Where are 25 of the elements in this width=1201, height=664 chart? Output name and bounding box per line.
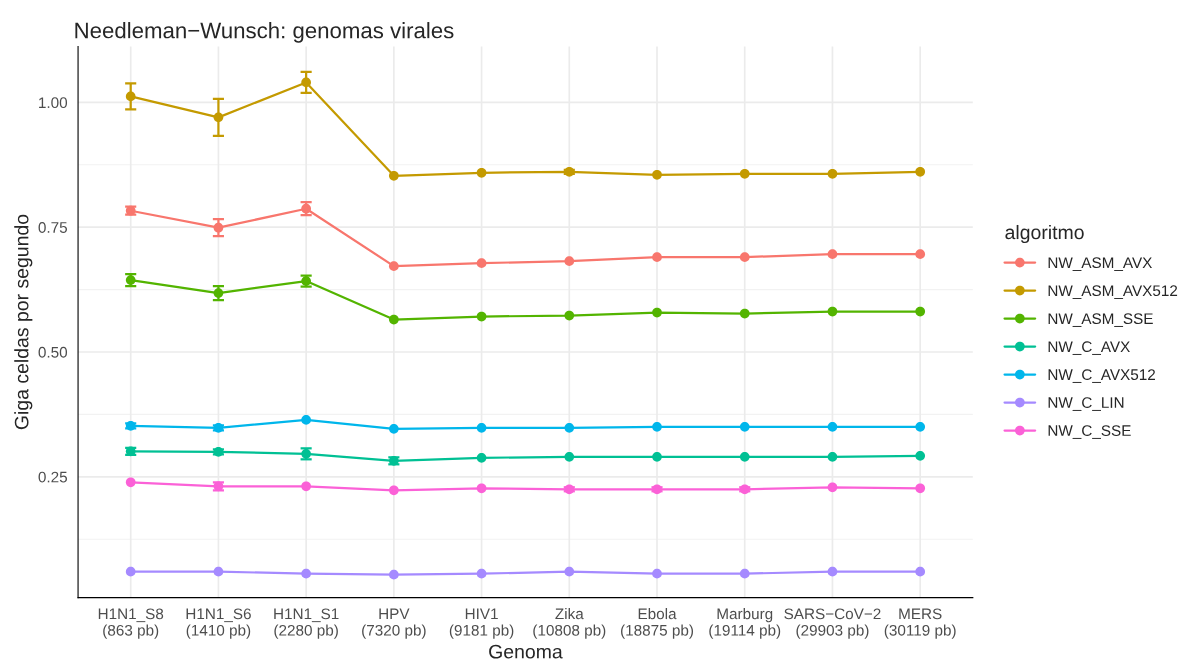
x-axis-title: Genoma — [489, 644, 563, 659]
legend-label: NW_C_AVX512 — [1048, 369, 1155, 383]
y-tick-label: 0.50 — [38, 346, 68, 358]
x-tick-label: Marburg (19114 pb) — [709, 608, 781, 639]
legend-label: NW_C_SSE — [1048, 425, 1131, 439]
x-tick-label: HPV (7320 pb) — [362, 608, 426, 639]
x-tick-label: H1N1_S8 (863 pb) — [98, 608, 164, 639]
legend-label: NW_C_LIN — [1048, 397, 1124, 411]
legend-label: NW_ASM_AVX — [1048, 257, 1153, 271]
x-tick-label: H1N1_S6 (1410 pb) — [186, 608, 251, 639]
legend-label: NW_ASM_SSE — [1048, 313, 1153, 327]
y-tick-label: 1.00 — [39, 97, 68, 109]
legend-label: NW_C_AVX — [1048, 341, 1130, 355]
chart-title: Needleman−Wunsch: genomas virales — [75, 22, 454, 43]
y-tick-label: 0.25 — [38, 471, 68, 483]
legend-title: algoritmo — [1005, 224, 1084, 244]
x-tick-label: HIV1 (9181 pb) — [449, 608, 514, 639]
y-axis-title: Giga celdas por segundo — [14, 214, 33, 430]
y-tick-label: 0.75 — [38, 222, 68, 233]
x-tick-label: Ebola (18875 pb) — [621, 608, 694, 639]
x-tick-label: MERS (30119 pb) — [884, 608, 956, 639]
x-tick-label: SARS−CoV−2 (29903 pb) — [784, 608, 881, 639]
legend-label: NW_ASM_AVX512 — [1048, 285, 1178, 299]
x-tick-label: H1N1_S1 (2280 pb) — [274, 608, 339, 639]
x-tick-label: Zika (10808 pb) — [533, 608, 606, 639]
